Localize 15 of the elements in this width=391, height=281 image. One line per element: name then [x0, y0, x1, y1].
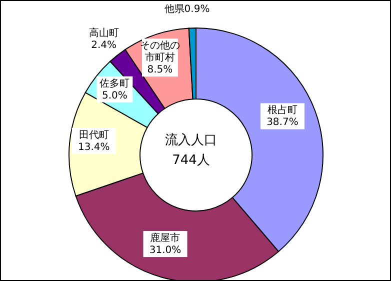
slice-label: 根占町 [267, 104, 298, 116]
text: 744人 [172, 153, 210, 168]
data-label: 8.5% [147, 64, 173, 76]
data-label: 38.7% [266, 117, 298, 128]
data-label: 2.4% [91, 40, 117, 52]
data-label: 31.0% [149, 245, 182, 256]
slice-label: 高山町 [88, 27, 119, 40]
data-label: 5.0% [102, 90, 128, 102]
slice-label: 鹿屋市 [150, 232, 180, 244]
data-label: 13.4% [78, 142, 110, 153]
slice-label: 他県0.9% [164, 3, 210, 16]
slice-label: 田代町 [78, 130, 109, 141]
slice-label: 佐多町 [100, 77, 130, 90]
slice-label: その他の市町村 [140, 40, 180, 64]
text: 流入人口 [165, 132, 217, 148]
